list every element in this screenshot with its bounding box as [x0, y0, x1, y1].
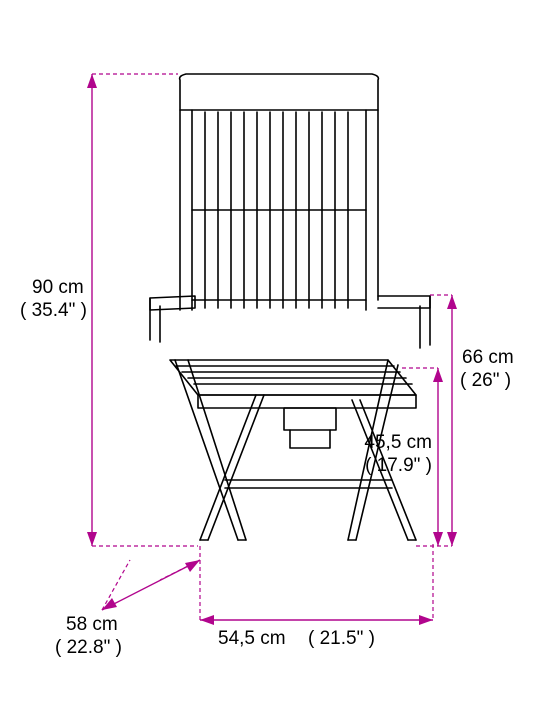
dim-height: 90 cm ( 35.4" )	[20, 74, 198, 546]
dim-seat-in: ( 17.9" )	[365, 455, 432, 476]
dim-depth-cm: 58 cm	[66, 614, 118, 635]
dim-height-in: ( 35.4" )	[20, 300, 87, 321]
dim-height-cm: 90 cm	[32, 277, 84, 298]
dim-seat-cm: 45,5 cm	[364, 432, 432, 453]
dimension-diagram: 90 cm ( 35.4" ) 66 cm ( 26" ) 45,5 cm ( …	[0, 0, 540, 720]
dim-width-in: ( 21.5" )	[308, 628, 375, 649]
dim-arm-in: ( 26" )	[460, 370, 511, 391]
dim-depth-in: ( 22.8" )	[55, 637, 122, 658]
dim-width: 54,5 cm ( 21.5" )	[160, 544, 433, 649]
dim-arm-cm: 66 cm	[462, 347, 514, 368]
dim-depth: 58 cm ( 22.8" )	[55, 560, 200, 658]
dim-width-cm: 54,5 cm	[218, 628, 286, 649]
